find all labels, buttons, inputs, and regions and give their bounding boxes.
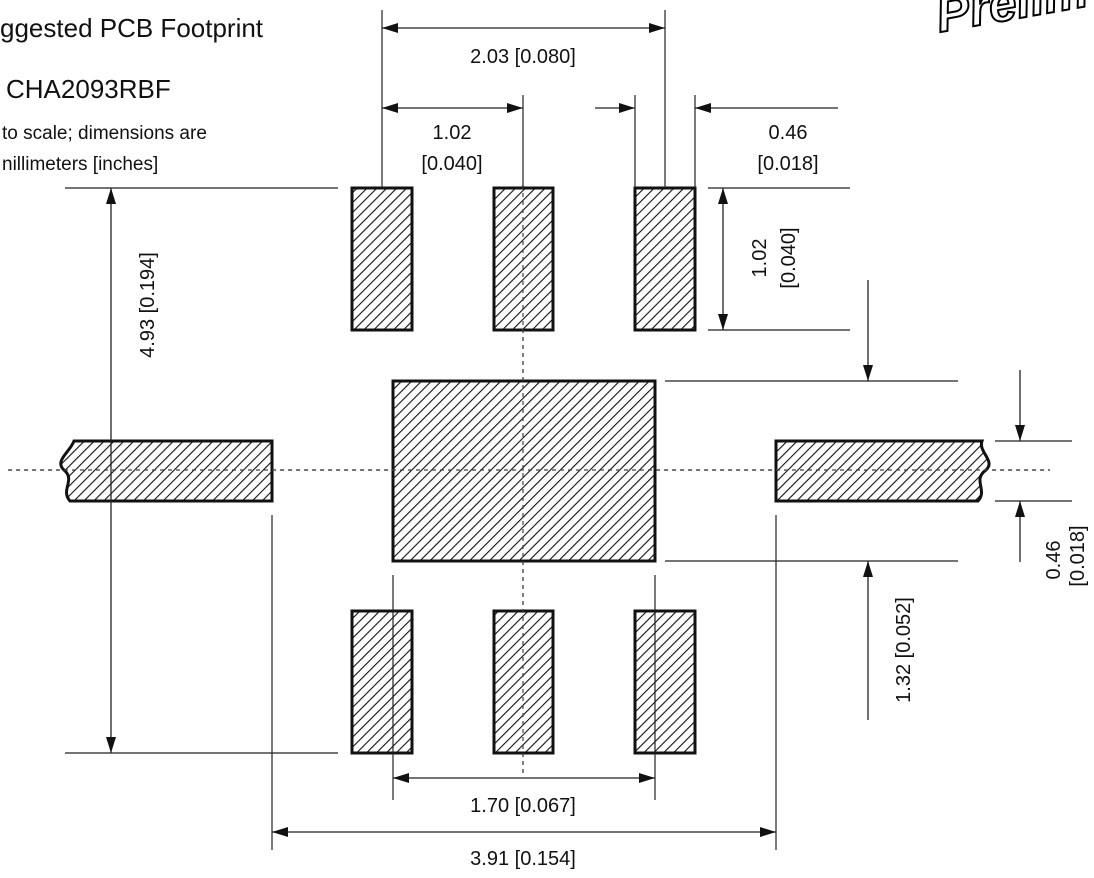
dim-pad-pitch-inches: [0.040] <box>421 153 482 175</box>
dim-center-pad-width: 1.70 [0.067] <box>470 795 576 817</box>
arrowhead <box>649 23 665 33</box>
dim-center-pad-height: 1.32 [0.052] <box>893 597 915 703</box>
preliminary-watermark: Prelim <box>932 0 1092 43</box>
dim-pad-pitch-value: 1.02 <box>433 122 472 144</box>
dim-overall-width: 3.91 [0.154] <box>470 848 576 870</box>
scale-note-line2: nillimeters [inches] <box>2 154 158 175</box>
part-number: CHA2093RBF <box>6 74 171 104</box>
arrowhead <box>507 103 523 113</box>
dim-side-width-inches: [0.018] <box>1067 525 1089 586</box>
arrowhead <box>863 561 873 577</box>
dim-pad-width-inches: [0.018] <box>757 153 818 175</box>
arrowhead <box>760 827 776 837</box>
arrowhead <box>718 188 728 204</box>
dim-side-width-value: 0.46 <box>1043 541 1065 580</box>
right-line-pad <box>774 439 991 503</box>
arrowhead <box>382 103 398 113</box>
arrowhead <box>106 737 116 753</box>
bottom-left-pad <box>350 609 414 755</box>
arrowhead <box>639 773 655 783</box>
arrowhead <box>106 188 116 204</box>
dim-pad-width-value: 0.46 <box>769 122 808 144</box>
dim-outer-pad-pitch: 2.03 [0.080] <box>470 46 576 68</box>
scale-note-line1: to scale; dimensions are <box>2 123 207 144</box>
arrowhead <box>695 103 711 113</box>
arrowhead <box>863 365 873 381</box>
arrowhead <box>272 827 288 837</box>
left-line-pad <box>59 439 274 503</box>
dim-pad-height-value: 1.02 <box>749 239 771 278</box>
center-ground-pad <box>391 379 657 563</box>
top-left-pad <box>350 186 414 332</box>
arrowhead <box>382 23 398 33</box>
arrowhead <box>1015 501 1025 517</box>
dim-overall-height: 4.93 [0.194] <box>137 252 159 358</box>
bottom-right-pad <box>633 609 697 755</box>
arrowhead <box>1015 425 1025 441</box>
top-right-pad <box>633 186 697 332</box>
arrowhead <box>393 773 409 783</box>
dim-pad-height-inches: [0.040] <box>778 227 800 288</box>
arrowhead <box>718 314 728 330</box>
arrowhead <box>619 103 635 113</box>
drawing-title: ggested PCB Footprint <box>0 13 264 43</box>
